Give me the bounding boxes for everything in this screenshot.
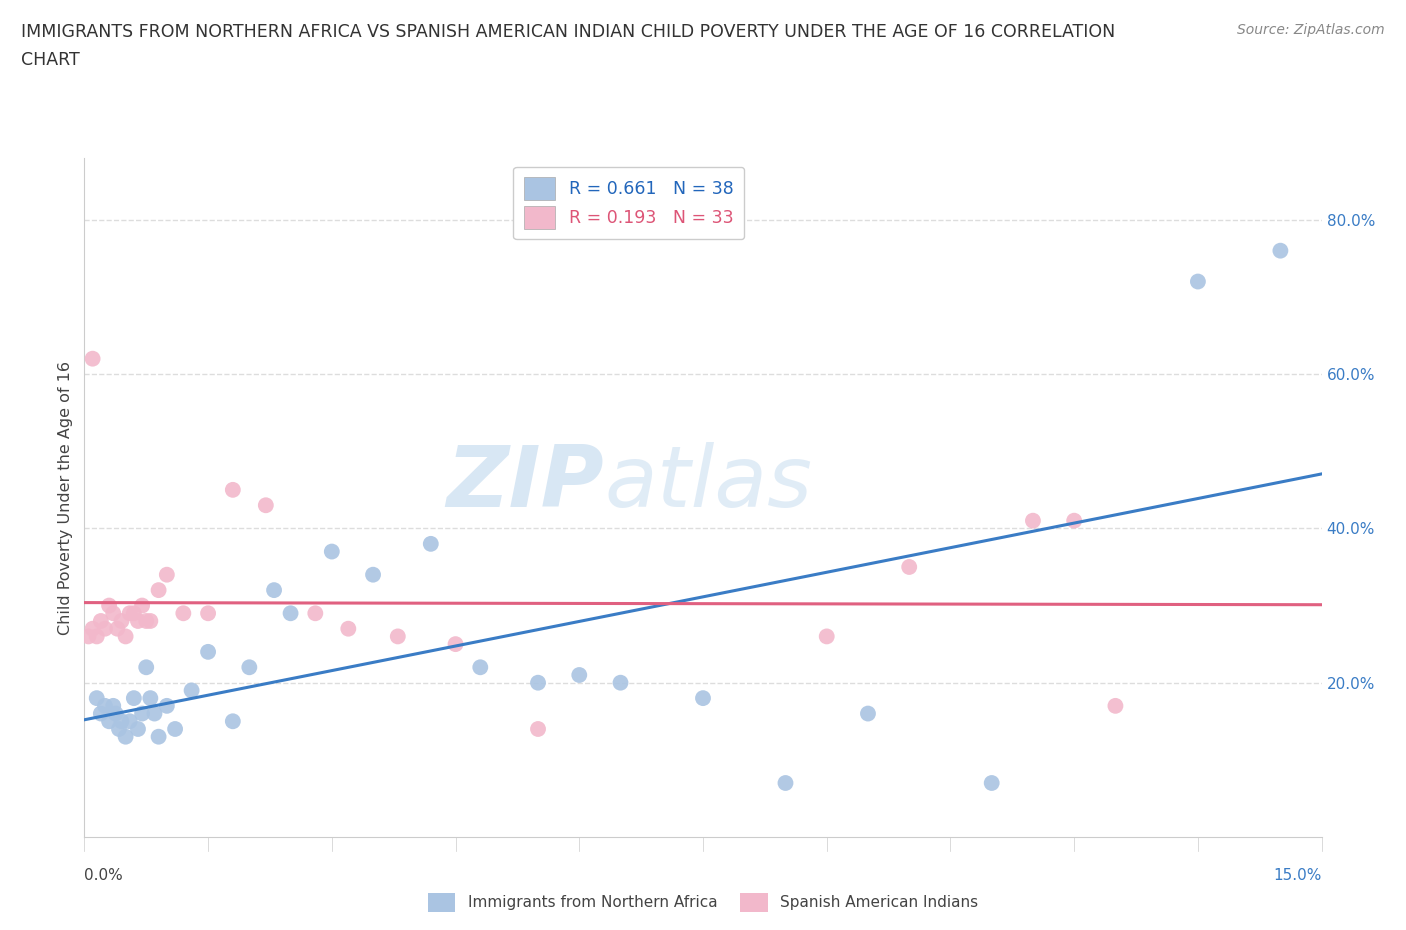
Point xyxy=(527,722,550,737)
Point xyxy=(304,605,326,620)
Point xyxy=(143,706,166,721)
Point xyxy=(90,614,112,629)
Legend: Immigrants from Northern Africa, Spanish American Indians: Immigrants from Northern Africa, Spanish… xyxy=(422,887,984,918)
Point xyxy=(135,614,157,629)
Point xyxy=(444,637,467,652)
Point xyxy=(280,605,302,620)
Point xyxy=(387,629,409,644)
Point xyxy=(1022,513,1045,528)
Point xyxy=(898,560,921,575)
Point xyxy=(222,714,245,729)
Point xyxy=(118,605,141,620)
Point xyxy=(197,605,219,620)
Legend: R = 0.661   N = 38, R = 0.193   N = 33: R = 0.661 N = 38, R = 0.193 N = 33 xyxy=(513,166,744,239)
Point xyxy=(148,729,170,744)
Point xyxy=(82,621,104,636)
Point xyxy=(197,644,219,659)
Point xyxy=(86,691,108,706)
Point xyxy=(254,498,277,512)
Text: 15.0%: 15.0% xyxy=(1274,868,1322,883)
Point xyxy=(148,583,170,598)
Point xyxy=(180,683,202,698)
Point xyxy=(105,621,128,636)
Point xyxy=(361,567,384,582)
Point xyxy=(135,660,157,675)
Point xyxy=(139,614,162,629)
Point xyxy=(568,668,591,683)
Point xyxy=(527,675,550,690)
Point xyxy=(122,605,145,620)
Point xyxy=(337,621,360,636)
Point xyxy=(82,352,104,366)
Y-axis label: Child Poverty Under the Age of 16: Child Poverty Under the Age of 16 xyxy=(58,361,73,634)
Point xyxy=(114,629,136,644)
Text: IMMIGRANTS FROM NORTHERN AFRICA VS SPANISH AMERICAN INDIAN CHILD POVERTY UNDER T: IMMIGRANTS FROM NORTHERN AFRICA VS SPANI… xyxy=(21,23,1115,41)
Point xyxy=(172,605,194,620)
Text: CHART: CHART xyxy=(21,51,80,69)
Point xyxy=(94,698,117,713)
Point xyxy=(86,629,108,644)
Point xyxy=(139,691,162,706)
Point xyxy=(263,583,285,598)
Point xyxy=(980,776,1002,790)
Point xyxy=(98,714,121,729)
Point xyxy=(1270,244,1292,259)
Point xyxy=(222,483,245,498)
Point xyxy=(127,722,149,737)
Point xyxy=(165,722,187,737)
Point xyxy=(94,621,117,636)
Point xyxy=(470,660,492,675)
Point xyxy=(114,729,136,744)
Text: Source: ZipAtlas.com: Source: ZipAtlas.com xyxy=(1237,23,1385,37)
Point xyxy=(110,614,132,629)
Point xyxy=(321,544,343,559)
Point xyxy=(118,714,141,729)
Point xyxy=(692,691,714,706)
Point xyxy=(815,629,838,644)
Point xyxy=(609,675,631,690)
Point xyxy=(1104,698,1126,713)
Point xyxy=(775,776,797,790)
Point xyxy=(77,629,100,644)
Text: ZIP: ZIP xyxy=(446,443,605,525)
Point xyxy=(110,714,132,729)
Point xyxy=(108,722,131,737)
Point xyxy=(103,698,125,713)
Point xyxy=(104,706,127,721)
Point xyxy=(131,706,153,721)
Point xyxy=(419,537,441,551)
Text: 0.0%: 0.0% xyxy=(84,868,124,883)
Point xyxy=(1187,274,1209,289)
Point xyxy=(103,605,125,620)
Point xyxy=(238,660,260,675)
Point xyxy=(156,698,179,713)
Point xyxy=(122,691,145,706)
Point xyxy=(98,598,121,613)
Point xyxy=(127,614,149,629)
Point xyxy=(131,598,153,613)
Point xyxy=(1063,513,1085,528)
Point xyxy=(90,706,112,721)
Text: atlas: atlas xyxy=(605,443,813,525)
Point xyxy=(856,706,879,721)
Point xyxy=(156,567,179,582)
